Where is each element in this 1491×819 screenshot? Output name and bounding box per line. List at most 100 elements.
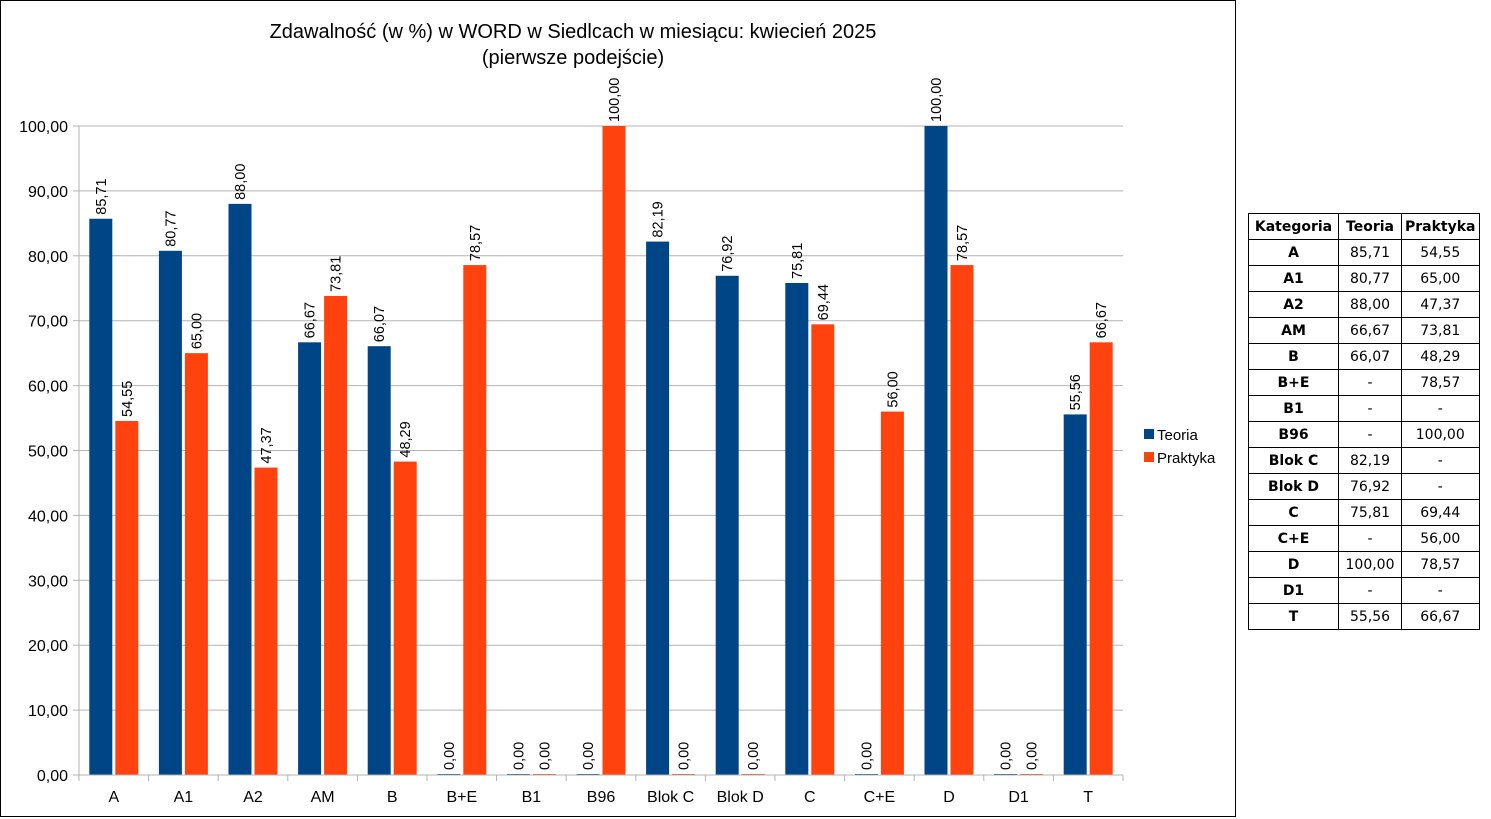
header-kategoria: Kategoria [1248,213,1339,240]
cell-kategoria: C+E [1248,525,1339,552]
cell-teoria: - [1338,421,1402,448]
cell-teoria: - [1338,395,1402,422]
cell-teoria: - [1338,577,1402,604]
bar-teoria-am [298,342,322,775]
cell-kategoria: A [1248,239,1339,266]
table-row: B 66,07 48,29 [1248,343,1480,370]
bars [89,126,1113,776]
data-labels: 85,71 54,55 80,77 65,00 88,00 47,37 66,67 73,81… [94,78,1110,770]
bar-praktyka-a1 [184,353,208,775]
x-category-label: Blok C [647,789,694,806]
y-tick-label: 100,00 [19,119,68,136]
cell-teoria: 100,00 [1338,551,1402,578]
table-row: C 75,81 69,44 [1248,499,1480,526]
y-tick-label: 30,00 [28,573,68,590]
table-row: C+E -56,00 [1248,525,1480,552]
bar-praktyka-c [811,324,835,775]
cell-kategoria: Blok C [1248,447,1339,474]
bar-teoria-t [1063,414,1087,775]
cell-praktyka: - [1401,447,1480,474]
data-table-container: Kategoria Teoria Praktyka A 85,71 54,55 A1 8… [1248,213,1480,630]
cell-praktyka: 66,67 [1401,603,1480,630]
data-label-teoria: 85,71 [94,178,110,214]
table-row: B96-100,00 [1248,421,1480,448]
data-label-praktyka: 54,55 [120,381,136,417]
x-category-label: T [1083,789,1093,806]
x-category-label: A2 [243,789,263,806]
table-row: Blok C 82,19- [1248,447,1480,474]
data-label-teoria: 82,19 [651,201,667,237]
chart-title-line-2: (pierwsze podejście) [482,47,664,69]
y-tick-label: 10,00 [28,703,68,720]
bar-praktyka-b-e [463,265,487,775]
data-label-teoria: 0,00 [581,742,597,770]
chart-title: Zdawalność (w %) w WORD w Siedlcach w mi… [270,21,877,69]
data-label-teoria: 0,00 [511,742,527,770]
bar-praktyka-a2 [254,467,278,775]
bar-praktyka-am [324,295,348,775]
cell-kategoria: A2 [1248,291,1339,318]
legend-swatch-teoria [1144,429,1154,439]
x-category-label: D [943,789,955,806]
cell-praktyka: 47,37 [1401,291,1480,318]
x-category-label: B+E [446,789,477,806]
data-label-praktyka: 56,00 [885,371,901,407]
y-tick-label: 90,00 [28,184,68,201]
table-row: B+E -78,57 [1248,369,1480,396]
legend-label-praktyka: Praktyka [1157,450,1216,467]
legend-swatch-praktyka [1144,452,1154,462]
table-row: B1- - [1248,395,1480,422]
header-praktyka: Praktyka [1401,213,1480,240]
cell-praktyka: - [1401,395,1480,422]
table-header-row: Kategoria Teoria Praktyka [1248,213,1480,240]
bar-teoria-c [785,282,809,775]
cell-praktyka: 78,57 [1401,369,1480,396]
data-label-teoria: 66,07 [372,306,388,342]
data-label-teoria: 0,00 [859,742,875,770]
bar-teoria-b [367,346,391,775]
cell-kategoria: B96 [1248,421,1339,448]
bar-praktyka-b [393,461,417,775]
axes: 0,00 10,00 20,00 30,00 40,00 50,00 60,00 70,00 8… [19,119,1124,806]
bar-teoria-a2 [228,203,252,775]
table-row: D1- - [1248,577,1480,604]
x-category-label: C+E [864,789,896,806]
y-tick-label: 50,00 [28,444,68,461]
data-label-teoria: 88,00 [233,164,249,200]
x-category-label: D1 [1008,789,1029,806]
cell-teoria: 66,67 [1338,317,1402,344]
data-label-teoria: 0,00 [999,742,1015,770]
table-row: AM 66,67 73,81 [1248,317,1480,344]
data-label-praktyka: 0,00 [746,742,762,770]
x-category-label: Blok D [717,789,764,806]
cell-teoria: - [1338,525,1402,552]
cell-kategoria: B1 [1248,395,1339,422]
bar-praktyka-b96 [602,126,626,775]
data-label-praktyka: 65,00 [189,313,205,349]
bar-praktyka-c-e [880,411,904,775]
x-category-label: C [804,789,816,806]
y-tick-label: 70,00 [28,314,68,331]
bar-chart: Zdawalność (w %) w WORD w Siedlcach w mi… [19,21,1216,806]
cell-teoria: 55,56 [1338,603,1402,630]
chart-title-line-1: Zdawalność (w %) w WORD w Siedlcach w mi… [270,21,877,43]
y-tick-label: 60,00 [28,379,68,396]
data-label-teoria: 80,77 [163,211,179,247]
cell-kategoria: A1 [1248,265,1339,292]
cell-praktyka: 54,55 [1401,239,1480,266]
y-tick-label: 80,00 [28,249,68,266]
header-teoria: Teoria [1338,213,1402,240]
cell-teoria: 75,81 [1338,499,1402,526]
data-label-praktyka: 0,00 [677,742,693,770]
data-label-praktyka: 73,81 [329,256,345,292]
cell-praktyka: - [1401,473,1480,500]
data-label-teoria: 0,00 [442,742,458,770]
table-row: T 55,56 66,67 [1248,603,1480,630]
y-tick-label: 20,00 [28,638,68,655]
cell-teoria: 66,07 [1338,343,1402,370]
cell-kategoria: Blok D [1248,473,1339,500]
data-label-praktyka: 0,00 [537,742,553,770]
data-label-praktyka: 47,37 [259,427,275,463]
bar-praktyka-a [115,420,139,775]
data-label-teoria: 66,67 [303,302,319,338]
